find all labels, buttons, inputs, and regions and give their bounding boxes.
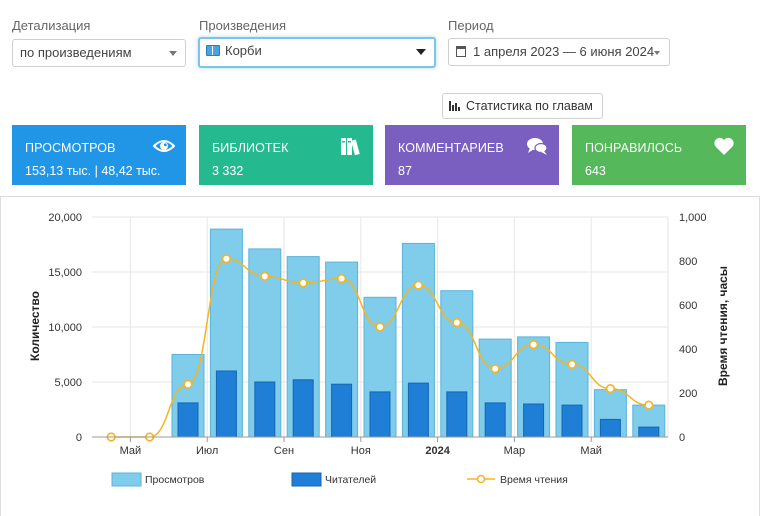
reading-time-point[interactable] xyxy=(183,379,193,389)
eye-icon xyxy=(153,140,175,152)
x-tick-label: Ноя xyxy=(351,445,371,457)
chart-legend: Просмотров Читателей Время чтения xyxy=(111,472,568,487)
chart-panel-border-left xyxy=(0,196,1,516)
reading-time-point[interactable] xyxy=(221,254,231,264)
x-tick-label: Сен xyxy=(274,445,294,457)
views-tile-value: 153,13 тыс. | 48,42 тыс. xyxy=(25,164,161,178)
reading-time-point[interactable] xyxy=(375,322,385,332)
readers-bar[interactable] xyxy=(446,391,468,438)
readers-bar[interactable] xyxy=(561,404,583,438)
legend-readers-label: Читателей xyxy=(325,474,376,486)
y2-tick-label: 1,000 xyxy=(679,212,707,224)
chevron-down-icon xyxy=(654,51,660,55)
reading-time-point[interactable] xyxy=(528,340,539,350)
libraries-tile-value: 3 332 xyxy=(212,164,244,178)
readers-bar[interactable] xyxy=(407,382,429,438)
views-bar[interactable] xyxy=(325,261,359,438)
period-select[interactable]: 1 апреля 2023 — 6 июня 2024 xyxy=(448,38,670,66)
readers-bar[interactable] xyxy=(215,370,237,438)
comments-tile: КОММЕНТАРИЕВ 87 xyxy=(385,125,559,185)
readers-bar[interactable] xyxy=(523,403,545,438)
reading-time-point[interactable] xyxy=(605,384,616,394)
likes-tile-value: 643 xyxy=(585,164,606,178)
x-tick-label: Июл xyxy=(196,445,218,457)
reading-time-line xyxy=(111,258,649,438)
libraries-tile-title: БИБЛИОТЕК xyxy=(212,141,289,155)
y2-axis-title: Время чтения, часы xyxy=(716,266,730,386)
works-select-value: Корби xyxy=(225,43,262,58)
y-axis-title: Количество xyxy=(28,291,42,361)
y2-tick-label: 800 xyxy=(679,256,697,268)
section-divider xyxy=(0,196,760,197)
readers-bar[interactable] xyxy=(331,383,353,438)
legend-reading-time-label: Время чтения xyxy=(500,474,568,486)
reading-time-point[interactable] xyxy=(452,318,462,328)
x-tick-label: Мар xyxy=(504,445,526,457)
reading-time-point[interactable] xyxy=(413,280,424,290)
y2-tick-label: 600 xyxy=(679,300,697,312)
works-label: Произведения xyxy=(199,18,287,33)
readers-bar[interactable] xyxy=(177,402,199,438)
y2-tick-label: 0 xyxy=(679,432,685,444)
reading-time-point[interactable] xyxy=(644,400,654,410)
chevron-down-icon xyxy=(169,51,177,56)
likes-tile: ПОНРАВИЛОСЬ 643 xyxy=(572,125,746,185)
views-tile: ПРОСМОТРОВ 153,13 тыс. | 48,42 тыс. xyxy=(12,125,186,185)
y-tick-label: 10,000 xyxy=(48,322,82,334)
readers-bar[interactable] xyxy=(292,379,314,438)
bar-chart-icon xyxy=(449,101,461,111)
libraries-tile: БИБЛИОТЕК 3 332 xyxy=(199,125,373,185)
legend-views-swatch xyxy=(111,472,142,487)
views-tile-title: ПРОСМОТРОВ xyxy=(25,141,116,155)
x-tick-label: 2024 xyxy=(425,445,450,457)
likes-tile-title: ПОНРАВИЛОСЬ xyxy=(585,141,683,155)
reading-time-point[interactable] xyxy=(490,364,500,374)
legend-readers-swatch xyxy=(291,472,322,487)
detail-select-value: по произведениям xyxy=(20,45,132,60)
x-tick-label: Май xyxy=(120,445,142,457)
period-select-value: 1 апреля 2023 — 6 июня 2024 xyxy=(473,44,655,59)
comments-tile-value: 87 xyxy=(398,164,412,178)
chart-line xyxy=(106,254,654,442)
detail-label: Детализация xyxy=(12,18,91,33)
calendar-icon xyxy=(456,46,466,57)
chevron-down-icon xyxy=(416,49,426,55)
readers-bar[interactable] xyxy=(369,391,391,438)
book-icon xyxy=(206,45,220,56)
y-tick-label: 15,000 xyxy=(48,267,82,279)
readers-bar[interactable] xyxy=(599,418,621,438)
y-tick-label: 5,000 xyxy=(54,377,82,389)
reading-time-point[interactable] xyxy=(260,271,270,282)
chart-axes: 0 5,000 10,000 15,000 20,000 0 200 400 600 800 1,0… xyxy=(48,212,706,457)
period-label: Период xyxy=(448,18,494,33)
legend-views-label: Просмотров xyxy=(145,474,205,486)
y-tick-label: 0 xyxy=(76,432,82,444)
legend-reading-time-marker xyxy=(476,474,486,484)
readers-bar[interactable] xyxy=(484,402,506,438)
comments-icon xyxy=(527,138,548,155)
reading-time-point[interactable] xyxy=(298,278,308,288)
detail-select[interactable]: по произведениям xyxy=(12,39,186,67)
reading-time-point[interactable] xyxy=(567,359,577,370)
y2-tick-label: 200 xyxy=(679,388,697,400)
x-tick-label: Май xyxy=(580,445,602,457)
y-tick-label: 20,000 xyxy=(48,212,82,224)
chapter-stats-label: Статистика по главам xyxy=(466,99,593,113)
works-select[interactable]: Корби xyxy=(198,37,436,68)
comments-tile-title: КОММЕНТАРИЕВ xyxy=(398,141,504,155)
readers-bar[interactable] xyxy=(638,426,660,438)
readers-bar[interactable] xyxy=(254,381,276,438)
reading-time-point[interactable] xyxy=(337,274,347,284)
chapter-stats-button[interactable]: Статистика по главам xyxy=(442,93,603,119)
heart-icon xyxy=(714,137,734,155)
books-icon xyxy=(341,138,360,156)
y2-tick-label: 400 xyxy=(679,344,697,356)
